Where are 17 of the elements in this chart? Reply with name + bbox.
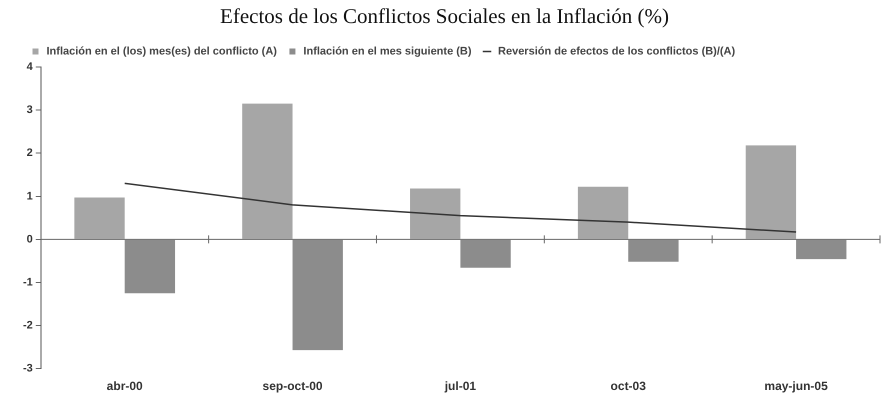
x-tick-label: oct-03 [610,379,646,394]
x-tick-label: jul-01 [444,379,476,394]
y-tick-label: 0 [26,233,33,246]
x-tick-label: abr-00 [106,379,144,394]
y-tick-label: -1 [23,276,33,288]
x-tick-label: may-jun-05 [764,379,828,394]
legend-label: Inflación en el (los) mes(es) del conflicto (A) [46,46,278,58]
chart-title: Efectos de los Conflictos Sociales en la Inflación (%) [219,3,670,30]
legend-label: Reversión de efectos de los conflictos (B)/(A) [498,46,736,58]
x-tick-label: sep-oct-00 [262,379,323,394]
y-tick-label: 2 [26,147,33,160]
y-tick-label: -3 [23,362,33,375]
y-tick-label: 4 [26,61,34,74]
y-tick-label: -2 [23,320,33,332]
legend-label: Inflación en el mes siguiente (B) [303,46,472,58]
y-tick-label: 1 [26,190,33,202]
y-tick-label: 3 [26,104,33,116]
